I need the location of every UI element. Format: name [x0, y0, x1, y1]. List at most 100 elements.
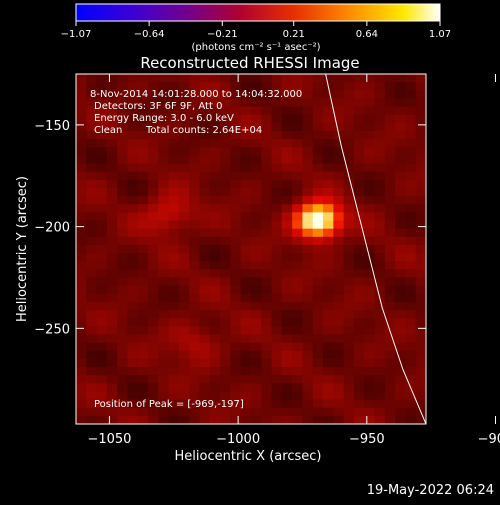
heatmap-cell [96, 261, 108, 270]
heatmap-cell [106, 122, 118, 132]
heatmap-cell [148, 391, 159, 400]
heatmap-cell [312, 301, 324, 311]
time-range-text: 8-Nov-2014 14:01:28.000 to 14:04:32.000 [90, 89, 302, 100]
heatmap-cell [76, 326, 87, 335]
heatmap-cell [240, 391, 252, 400]
heatmap-cell [271, 277, 283, 287]
heatmap-cell [158, 147, 170, 156]
heatmap-cell [96, 147, 108, 156]
heatmap-cell [96, 179, 108, 189]
heatmap-cell [384, 261, 396, 270]
heatmap-cell [384, 285, 396, 295]
heatmap-cells [76, 74, 426, 424]
heatmap-cell [220, 163, 231, 173]
heatmap-cell [343, 415, 355, 424]
heatmap-cell [261, 244, 272, 254]
heatmap-cell [405, 228, 417, 238]
heatmap-cell [148, 350, 159, 360]
heatmap-cell [384, 90, 396, 99]
heatmap-cell [302, 318, 314, 327]
heatmap-cell [148, 228, 159, 238]
heatmap-cell [364, 383, 375, 392]
heatmap-cell [127, 285, 139, 295]
heatmap-cell [364, 350, 375, 360]
heatmap-cell [302, 204, 314, 213]
heatmap-cell [353, 318, 365, 327]
heatmap-cell [117, 204, 128, 213]
colorbar-ticks: −1.07 −0.64 −0.21 0.21 0.64 1.07 [61, 21, 451, 40]
heatmap-cell [240, 334, 252, 344]
heatmap-cell [261, 334, 272, 344]
heatmap-cell [333, 179, 345, 189]
heatmap-cell [137, 334, 149, 344]
heatmap-cell [384, 358, 396, 368]
heatmap-cell [251, 407, 262, 417]
heatmap-cell [220, 350, 231, 360]
heatmap-cell [415, 318, 426, 327]
heatmap-cell [353, 122, 365, 132]
heatmap-cell [240, 285, 252, 295]
heatmap-cell [158, 342, 170, 352]
heatmap-cell [302, 399, 314, 409]
heatmap-cell [395, 399, 406, 409]
heatmap-cell [137, 82, 149, 91]
heatmap-cell [96, 375, 108, 384]
heatmap-cell [127, 155, 139, 164]
heatmap-cell [209, 261, 221, 270]
heatmap-cell [137, 285, 149, 295]
heatmap-cell [261, 196, 272, 205]
heatmap-cell [158, 106, 170, 116]
heatmap-cell [323, 90, 334, 99]
heatmap-cell [178, 147, 190, 156]
heatmap-cell [106, 106, 118, 116]
heatmap-cell [292, 122, 303, 132]
heatmap-cell [271, 106, 283, 116]
heatmap-cell [230, 293, 242, 303]
heatmap-cell [240, 90, 252, 99]
heatmap-cell [251, 318, 262, 327]
heatmap-cell [261, 285, 272, 295]
heatmap-cell [395, 350, 406, 360]
heatmap-cell [168, 318, 180, 327]
heatmap-cell [168, 114, 180, 124]
heatmap-cell [106, 261, 118, 270]
heatmap-cell [148, 187, 159, 197]
heatmap-cell [209, 90, 221, 99]
heatmap-cell [96, 204, 108, 213]
heatmap-cell [106, 74, 118, 83]
heatmap-cell [384, 163, 396, 173]
heatmap-cell [127, 98, 139, 107]
heatmap-cell [199, 358, 211, 368]
heatmap-cell [117, 147, 128, 156]
heatmap-cell [86, 212, 97, 221]
heatmap-cell [343, 407, 355, 417]
heatmap-cell [384, 147, 396, 156]
heatmap-cell [343, 350, 355, 360]
heatmap-cell [251, 179, 262, 189]
heatmap-cell [209, 350, 221, 360]
heatmap-cell [240, 375, 252, 384]
heatmap-cell [127, 310, 139, 319]
heatmap-cell [106, 375, 118, 384]
heatmap-cell [189, 139, 200, 148]
heatmap-cell [261, 375, 272, 384]
heatmap-cell [395, 310, 406, 319]
heatmap-cell [230, 367, 242, 376]
heatmap-cell [374, 114, 386, 124]
heatmap-cell [405, 326, 417, 335]
heatmap-cell [230, 244, 242, 254]
heatmap-cell [251, 358, 262, 368]
heatmap-cell [86, 155, 97, 164]
heatmap-cell [117, 236, 128, 246]
heatmap-cell [261, 90, 272, 99]
heatmap-cell [405, 399, 417, 409]
heatmap-cell [395, 155, 406, 164]
heatmap-cell [333, 106, 345, 116]
heatmap-cell [240, 277, 252, 287]
heatmap-cell [148, 74, 159, 83]
x-tick-label: −950 [349, 432, 385, 447]
heatmap-cell [117, 114, 128, 124]
heatmap-cell [251, 415, 262, 424]
heatmap-cell [96, 253, 108, 262]
heatmap-cell [374, 269, 386, 278]
